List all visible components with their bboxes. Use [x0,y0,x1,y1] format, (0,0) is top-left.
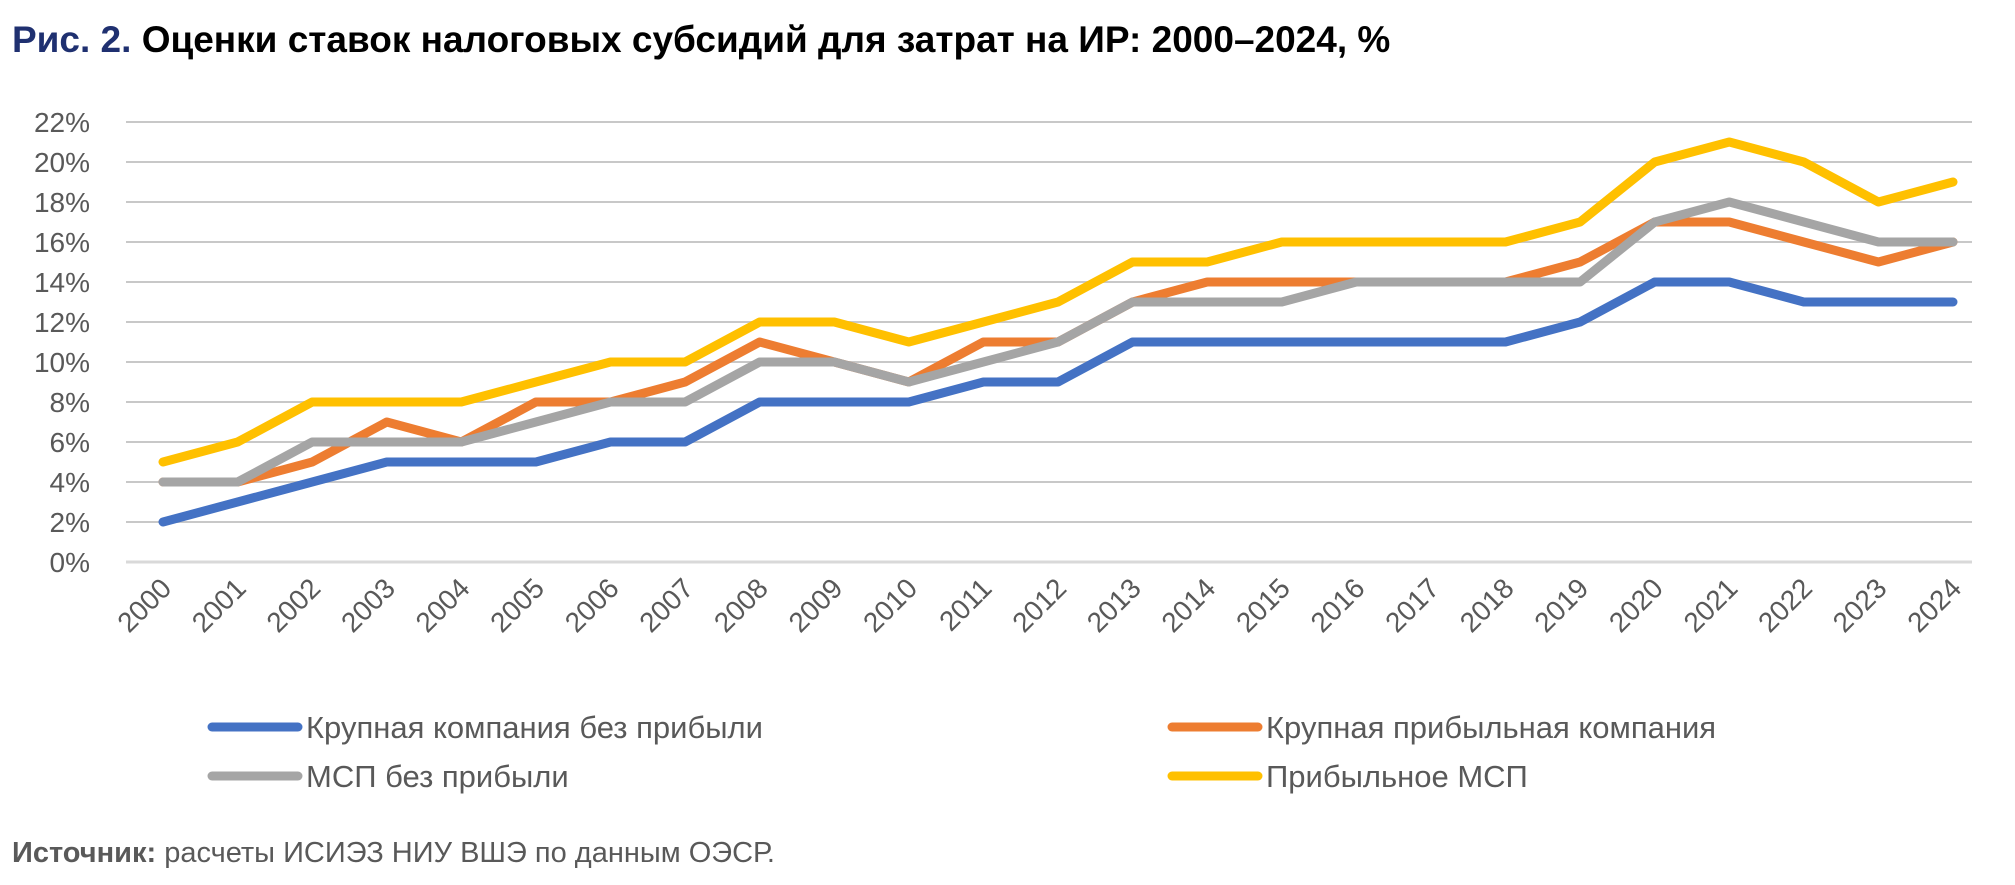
y-tick-label: 22% [34,107,90,138]
legend-label: Крупная прибыльная компания [1266,710,1716,745]
x-tick-label: 2008 [708,572,774,638]
x-tick-label: 2002 [260,572,326,638]
y-tick-label: 2% [50,507,90,538]
source-text: расчеты ИСИЭЗ НИУ ВШЭ по данным ОЭСР. [156,837,775,869]
x-tick-label: 2019 [1528,572,1594,638]
x-tick-label: 2010 [857,572,923,638]
legend-item: Прибыльное МСП [1172,759,1528,794]
y-tick-label: 12% [34,307,90,338]
y-tick-label: 8% [50,387,90,418]
source-label: Источник: [12,837,156,869]
x-tick-label: 2001 [186,572,252,638]
y-tick-label: 20% [34,147,90,178]
x-tick-label: 2011 [933,572,998,637]
y-tick-label: 16% [34,227,90,258]
x-tick-label: 2000 [111,572,177,638]
legend-item: Крупная прибыльная компания [1172,710,1716,745]
y-tick-label: 6% [50,427,90,458]
legend-label: Прибыльное МСП [1266,759,1528,794]
series-lines [163,142,1953,522]
x-tick-label: 2005 [484,572,550,638]
y-tick-label: 18% [34,187,90,218]
y-tick-label: 14% [34,267,90,298]
legend-item: МСП без прибыли [212,759,569,794]
y-tick-label: 10% [34,347,90,378]
legend-item: Крупная компания без прибыли [212,710,763,745]
x-tick-label: 2007 [633,572,699,638]
x-tick-label: 2013 [1081,572,1147,638]
x-tick-label: 2004 [410,572,476,638]
source-note: Источник: расчеты ИСИЭЗ НИУ ВШЭ по данны… [12,837,775,869]
y-axis-ticks: 0% 2% 4% 6% 8% 10% 12% 14% 16% 18% 20% 22% [34,107,90,578]
chart-title: Рис. 2. Оценки ставок налоговых субсидий… [12,19,1390,60]
x-tick-label: 2003 [335,572,401,638]
x-tick-label: 2016 [1305,572,1371,638]
x-tick-label: 2022 [1752,572,1818,638]
x-tick-label: 2012 [1006,572,1072,638]
x-tick-label: 2014 [1155,572,1221,638]
x-tick-label: 2015 [1230,572,1296,638]
x-tick-label: 2020 [1603,572,1669,638]
x-tick-label: 2021 [1678,572,1744,638]
x-tick-label: 2006 [559,572,625,638]
x-tick-label: 2018 [1454,572,1520,638]
x-tick-label: 2009 [783,572,849,638]
legend-label: МСП без прибыли [306,759,569,794]
figure-number: Рис. 2. [12,19,131,60]
legend: Крупная компания без прибыли Крупная приб… [212,710,1716,794]
y-tick-label: 4% [50,467,90,498]
legend-label: Крупная компания без прибыли [306,710,763,745]
title-text: Оценки ставок налоговых субсидий для зат… [142,19,1391,60]
x-tick-label: 2017 [1379,572,1445,638]
x-tick-label: 2024 [1901,572,1967,638]
x-tick-label: 2023 [1827,572,1893,638]
y-tick-label: 0% [50,547,90,578]
